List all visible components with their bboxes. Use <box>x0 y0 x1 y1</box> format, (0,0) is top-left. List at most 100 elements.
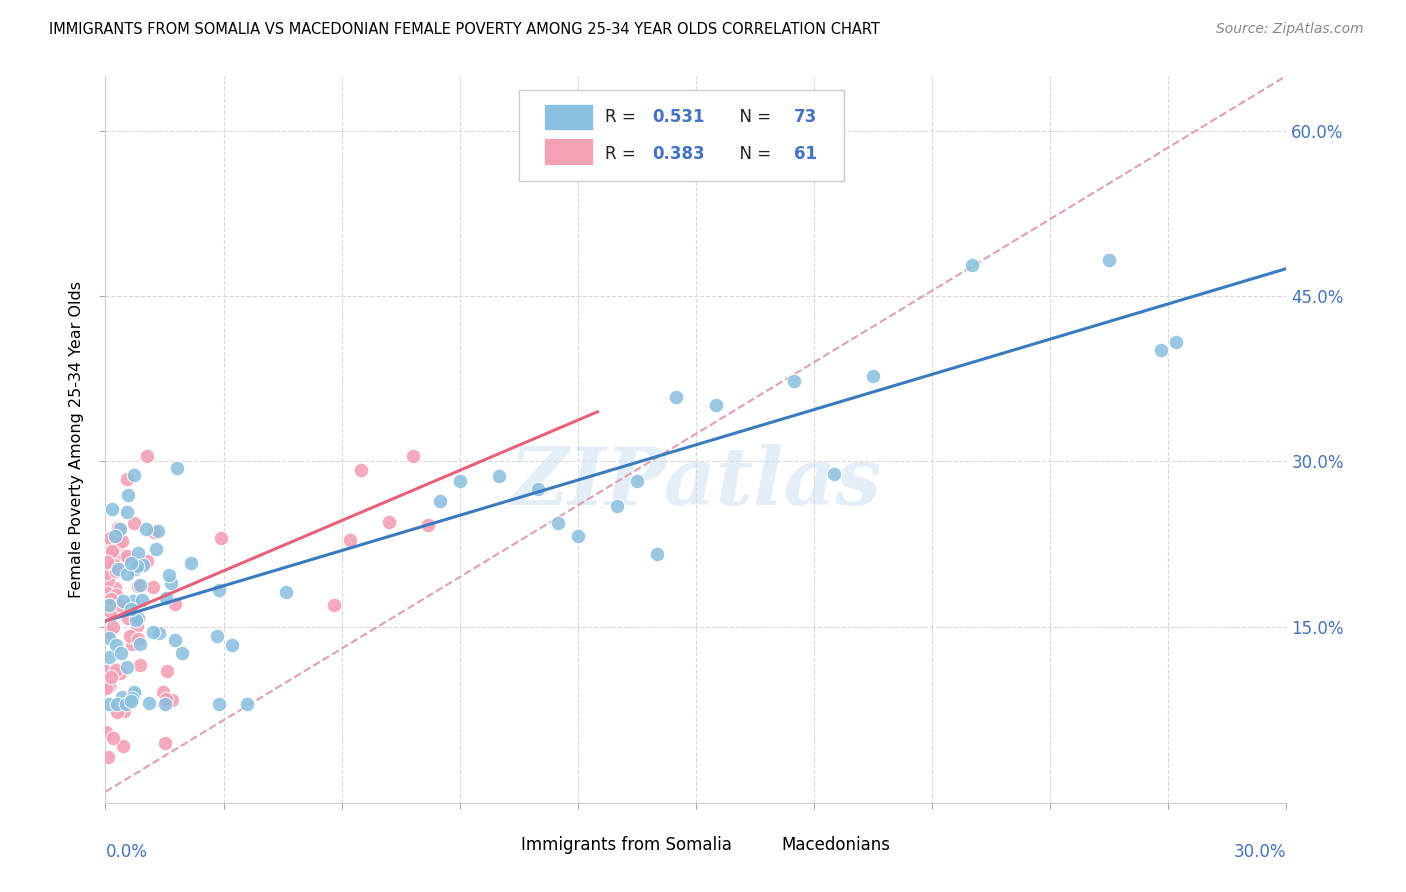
Point <box>112 705 135 719</box>
Point <box>180 556 202 570</box>
Point <box>105 638 128 652</box>
Point <box>322 599 344 613</box>
Point <box>163 597 186 611</box>
Point <box>121 690 143 705</box>
Point <box>98 631 121 645</box>
Point <box>98 625 121 640</box>
Point <box>120 557 142 571</box>
Point <box>960 259 983 273</box>
Point <box>131 593 153 607</box>
Text: 0.531: 0.531 <box>652 108 704 127</box>
Point <box>823 467 845 481</box>
Point <box>155 691 177 706</box>
Point <box>121 637 143 651</box>
FancyBboxPatch shape <box>735 836 775 856</box>
Point <box>117 488 139 502</box>
Point <box>96 555 118 569</box>
Point <box>101 532 124 546</box>
Text: R =: R = <box>605 108 641 127</box>
Point <box>1166 334 1188 349</box>
Point <box>136 554 159 568</box>
Point <box>96 566 118 581</box>
Point <box>120 693 142 707</box>
Point <box>146 524 169 538</box>
Point <box>115 660 138 674</box>
Point <box>160 576 183 591</box>
Text: IMMIGRANTS FROM SOMALIA VS MACEDONIAN FEMALE POVERTY AMONG 25-34 YEAR OLDS CORRE: IMMIGRANTS FROM SOMALIA VS MACEDONIAN FE… <box>49 22 880 37</box>
Point <box>155 591 177 605</box>
Point <box>527 482 550 496</box>
Point <box>783 374 806 388</box>
Point <box>429 494 451 508</box>
Point <box>1149 343 1171 357</box>
Text: 61: 61 <box>794 145 817 162</box>
Point <box>101 502 124 516</box>
Point <box>127 611 149 625</box>
Point <box>142 624 165 639</box>
Text: 0.383: 0.383 <box>652 145 704 162</box>
Text: R =: R = <box>605 145 641 162</box>
Point <box>148 626 170 640</box>
Point <box>350 463 373 477</box>
Point <box>125 619 148 633</box>
Point <box>105 706 128 720</box>
Point <box>208 697 231 711</box>
Point <box>111 534 134 549</box>
Point <box>274 585 297 599</box>
Point <box>547 516 569 530</box>
Point <box>105 564 128 578</box>
Point <box>488 469 510 483</box>
Text: 0.0%: 0.0% <box>105 843 148 861</box>
Point <box>626 475 648 489</box>
Point <box>104 581 127 595</box>
Point <box>156 665 179 679</box>
Point <box>101 731 124 746</box>
Point <box>111 739 134 754</box>
Point <box>94 681 117 695</box>
Point <box>100 592 122 607</box>
Point <box>107 562 129 576</box>
Point <box>104 663 127 677</box>
FancyBboxPatch shape <box>544 138 593 164</box>
Point <box>155 697 177 711</box>
Point <box>105 532 128 546</box>
Point <box>567 529 589 543</box>
Point <box>105 697 128 711</box>
Point <box>208 583 231 598</box>
Point <box>115 549 138 563</box>
Point <box>862 369 884 384</box>
Point <box>112 594 135 608</box>
Text: Macedonians: Macedonians <box>780 836 890 854</box>
Point <box>209 531 232 545</box>
Point <box>124 562 146 576</box>
Point <box>1098 252 1121 267</box>
Point <box>105 588 128 602</box>
Point <box>129 578 152 592</box>
Point <box>127 578 149 592</box>
Point <box>378 515 401 529</box>
Point <box>103 558 125 572</box>
Point <box>145 541 167 556</box>
Point <box>221 638 243 652</box>
Point <box>101 541 124 556</box>
FancyBboxPatch shape <box>475 836 515 856</box>
Point <box>152 684 174 698</box>
Point <box>98 604 121 618</box>
Point <box>117 611 139 625</box>
Point <box>704 398 727 412</box>
Point <box>98 531 121 545</box>
Point <box>94 664 117 678</box>
Point <box>136 449 159 463</box>
Point <box>100 669 122 683</box>
Point <box>96 585 118 599</box>
Point <box>143 524 166 539</box>
Point <box>121 594 143 608</box>
Text: N =: N = <box>730 108 776 127</box>
Point <box>115 697 138 711</box>
Point <box>157 567 180 582</box>
Point <box>418 517 440 532</box>
Point <box>117 505 139 519</box>
Point <box>111 552 134 566</box>
Point <box>115 472 138 486</box>
Point <box>153 736 176 750</box>
